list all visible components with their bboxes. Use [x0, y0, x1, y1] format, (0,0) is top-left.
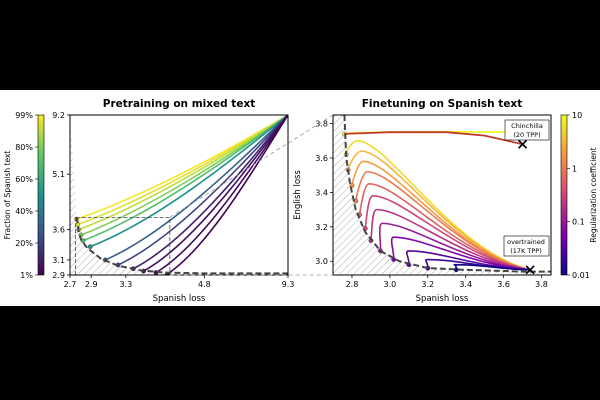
right-colorbar-tick-label: 0.1 — [572, 218, 585, 227]
right-y-tick-label: 3.0 — [315, 257, 328, 266]
zoom-connector-top — [169, 114, 334, 218]
left-series-curve — [82, 115, 288, 242]
right-series-curve — [347, 150, 531, 271]
right-frontier-line — [343, 115, 551, 273]
left-colorbar-tick-label: 60% — [15, 175, 33, 184]
zoom-connector-lines — [169, 114, 334, 276]
right-x-ticks: 2.8 3.0 3.2 3.4 3.6 3.8 — [346, 275, 548, 289]
left-series-curve — [104, 115, 288, 261]
left-x-tick-label: 9.3 — [282, 280, 295, 289]
right-series-curve — [364, 195, 531, 271]
right-x-tick-label: 3.6 — [497, 280, 510, 289]
left-colorbar-tick-label: 99% — [15, 111, 33, 120]
left-y-tick-label: 3.6 — [52, 226, 65, 235]
left-series-curve — [143, 115, 288, 272]
left-x-tick-label: 2.7 — [64, 280, 77, 289]
right-series-curve — [351, 160, 531, 271]
chinchilla-marker — [517, 139, 528, 149]
right-y-tick-label: 3.4 — [315, 188, 328, 197]
right-x-tick-label: 3.4 — [459, 280, 472, 289]
overtrained-marker — [525, 265, 535, 275]
right-series-curve — [358, 183, 531, 271]
right-plot-clip — [333, 115, 551, 275]
left-x-tick-label: 4.8 — [198, 280, 211, 289]
left-series-curve — [76, 115, 288, 220]
right-series-curve — [378, 222, 531, 271]
right-series-curve — [453, 263, 531, 271]
left-colorbar — [37, 114, 45, 276]
right-axes-frame — [332, 114, 552, 276]
left-colorbar-label: Fraction of Spanish text — [3, 151, 12, 240]
right-series-curve — [406, 250, 531, 271]
right-colorbar — [560, 114, 568, 276]
figure: Pretraining on mixed text 2.7 2.9 3.3 4.8 9.… — [0, 90, 600, 306]
left-y-tick-label: 3.1 — [52, 256, 65, 265]
right-series-curve — [370, 208, 531, 271]
left-series-curve — [155, 115, 288, 274]
left-hatched-region — [70, 115, 288, 275]
left-colorbar-tick-label: 1% — [20, 271, 33, 280]
chinchilla-annotation: Chinchilla (20 TPP) — [504, 119, 550, 141]
right-series-curve — [345, 140, 531, 271]
left-series-curve — [117, 115, 288, 266]
right-y-tick-label: 3.6 — [315, 154, 328, 163]
right-series-curve — [354, 170, 531, 271]
right-colorbar-label: Regularization coefficient — [589, 147, 598, 242]
right-y-ticks: 3.0 3.2 3.4 3.6 3.8 — [315, 120, 333, 266]
chinchilla-label-2: (20 TPP) — [513, 131, 540, 139]
right-x-tick-label: 3.8 — [535, 280, 548, 289]
right-colorbar-tick-label: 10 — [572, 111, 582, 120]
chinchilla-box — [504, 119, 550, 141]
left-y-tick-label: 5.1 — [52, 170, 65, 179]
left-x-ticks: 2.7 2.9 3.3 4.8 9.3 — [64, 275, 295, 289]
left-y-tick-label: 9.2 — [52, 111, 65, 120]
left-colorbar-ticks: 1% 20% 40% 60% 80% 99% — [15, 111, 38, 280]
overtrained-box — [503, 235, 550, 257]
left-zoom-box — [75, 216, 171, 275]
left-plot-clip — [70, 115, 288, 275]
left-colorbar-tick-label: 80% — [15, 143, 33, 152]
overtrained-label-2: (17K TPP) — [510, 247, 541, 255]
chinchilla-curve — [344, 131, 523, 146]
left-colorbar-tick-label: 40% — [15, 207, 33, 216]
left-x-label: Spanish loss — [153, 294, 206, 304]
left-y-ticks: 2.9 3.1 3.6 5.1 9.2 — [52, 111, 70, 280]
overtrained-annotation: overtrained (17K TPP) — [503, 235, 550, 257]
right-x-tick-label: 3.2 — [421, 280, 434, 289]
right-y-tick-label: 3.8 — [315, 120, 328, 129]
right-y-tick-label: 3.2 — [315, 223, 328, 232]
left-series-curve — [132, 115, 288, 270]
right-colorbar-tick-label: 0.01 — [572, 271, 590, 280]
overtrained-label-1: overtrained — [507, 238, 545, 246]
right-colorbar-ticks: 0.01 0.1 1 10 — [567, 111, 590, 280]
right-hatched-region — [333, 115, 551, 275]
left-series-curve — [77, 115, 288, 226]
right-plot-area — [333, 115, 551, 275]
right-x-tick-label: 3.0 — [384, 280, 397, 289]
left-y-tick-label: 2.9 — [52, 271, 65, 280]
right-x-label: Spanish loss — [416, 294, 469, 304]
chart-svg: Pretraining on mixed text 2.7 2.9 3.3 4.8 9.… — [3, 98, 598, 304]
right-series-curve — [390, 236, 531, 271]
right-x-tick-label: 2.8 — [346, 280, 359, 289]
left-frontier-line — [75, 217, 288, 275]
left-x-tick-label: 2.9 — [85, 280, 98, 289]
left-series-curve — [89, 115, 288, 248]
right-y-label: English loss — [293, 170, 303, 220]
left-title: Pretraining on mixed text — [103, 98, 255, 110]
left-plot-area — [70, 115, 288, 275]
chinchilla-label-1: Chinchilla — [511, 122, 543, 130]
left-series-endpoint — [87, 244, 93, 250]
right-colorbar-tick-label: 1 — [572, 164, 577, 173]
left-x-tick-label: 3.3 — [119, 280, 132, 289]
right-title: Finetuning on Spanish text — [362, 98, 522, 110]
left-series-curve — [166, 115, 288, 275]
left-colorbar-tick-label: 20% — [15, 239, 33, 248]
